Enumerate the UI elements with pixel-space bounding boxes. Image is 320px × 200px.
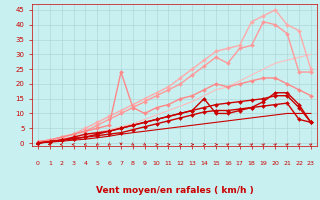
X-axis label: Vent moyen/en rafales ( km/h ): Vent moyen/en rafales ( km/h )	[96, 186, 253, 195]
